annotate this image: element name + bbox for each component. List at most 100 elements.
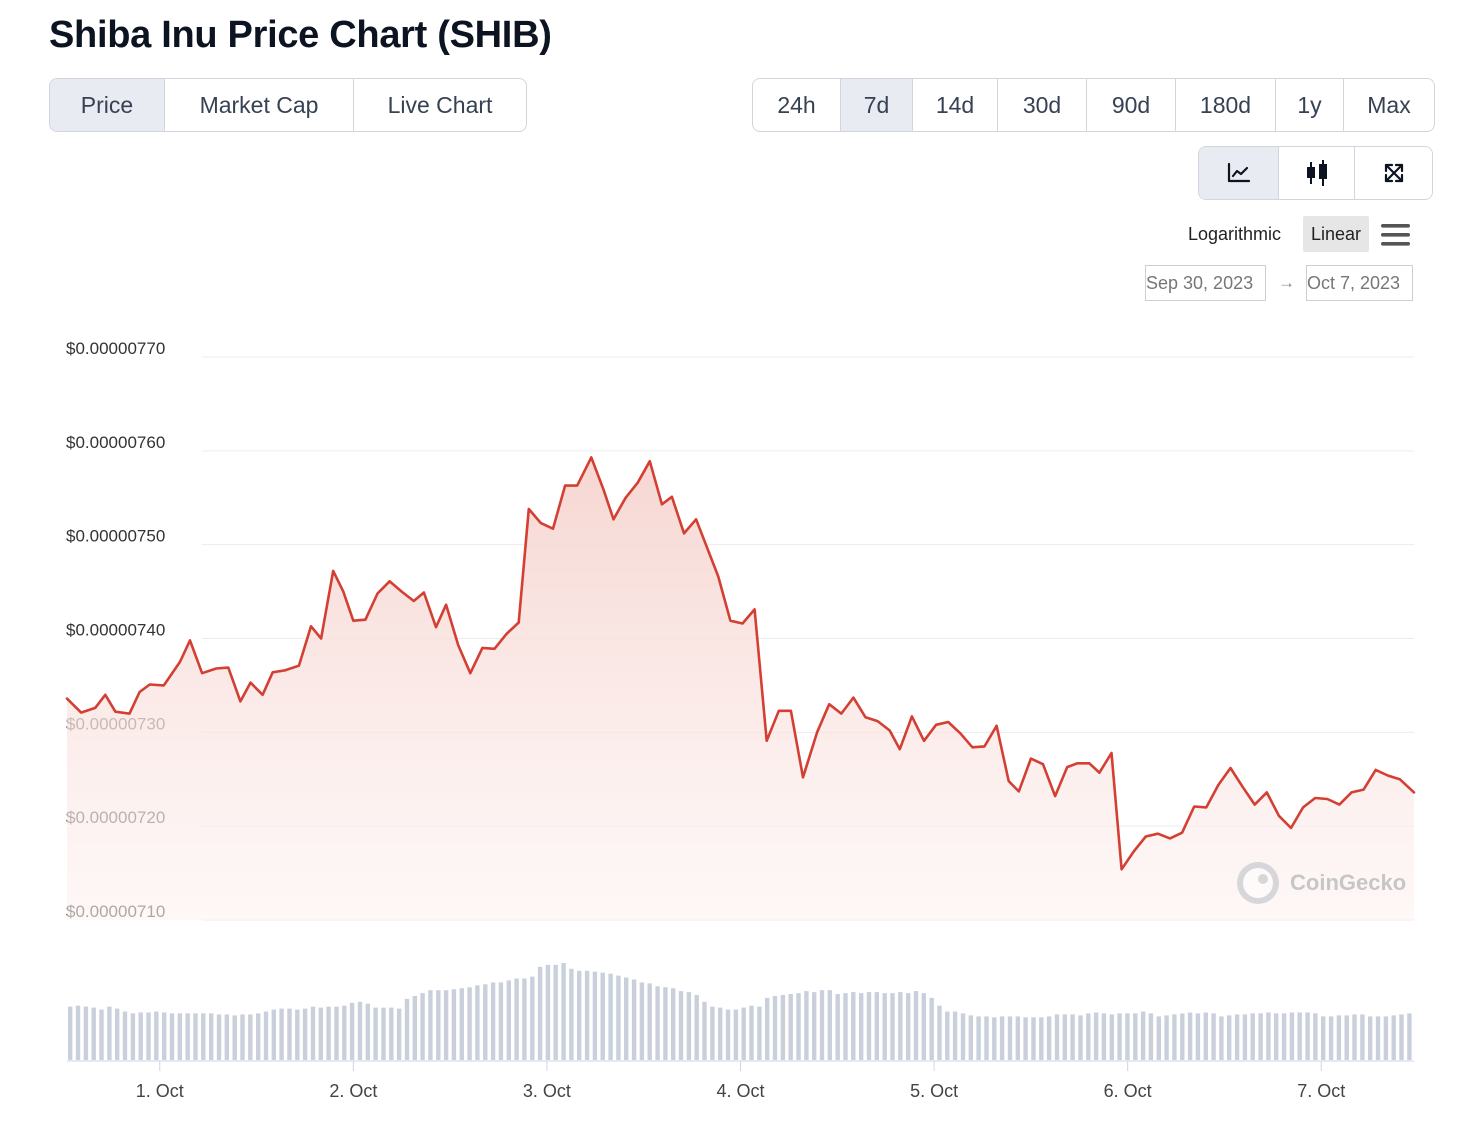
volume-bar bbox=[702, 1001, 707, 1060]
range-30d-button[interactable]: 30d bbox=[997, 79, 1086, 131]
volume-bar bbox=[694, 995, 699, 1060]
volume-bar bbox=[185, 1013, 190, 1060]
tab-market-cap[interactable]: Market Cap bbox=[164, 79, 353, 131]
fullscreen-button[interactable] bbox=[1354, 147, 1432, 199]
range-90d-button[interactable]: 90d bbox=[1086, 79, 1175, 131]
volume-bar bbox=[420, 993, 425, 1060]
volume-bar bbox=[83, 1006, 89, 1060]
volume-bar bbox=[663, 987, 668, 1061]
volume-bar bbox=[984, 1016, 989, 1060]
volume-bar bbox=[1219, 1016, 1224, 1060]
volume-bar bbox=[968, 1015, 973, 1060]
volume-bar bbox=[1321, 1016, 1326, 1060]
volume-bar bbox=[976, 1016, 981, 1060]
range-7d-button[interactable]: 7d bbox=[840, 79, 912, 131]
volume-bar bbox=[146, 1012, 151, 1060]
volume-bar bbox=[921, 993, 926, 1060]
range-max-button[interactable]: Max bbox=[1343, 79, 1434, 131]
volume-bar bbox=[107, 1006, 112, 1060]
volume-bar bbox=[467, 987, 472, 1061]
volume-bar bbox=[671, 988, 676, 1060]
volume-bar bbox=[1399, 1014, 1404, 1060]
volume-bar bbox=[381, 1007, 386, 1060]
volume-bar bbox=[349, 1002, 355, 1060]
volume-bar bbox=[209, 1013, 214, 1060]
volume-bar bbox=[624, 977, 629, 1060]
x-tick-label: 4. Oct bbox=[716, 1081, 764, 1101]
volume-bar bbox=[1054, 1014, 1060, 1060]
volume-bar bbox=[443, 990, 449, 1060]
volume-bars bbox=[68, 963, 1412, 1061]
volume-bar bbox=[122, 1011, 128, 1060]
scale-logarithmic-button[interactable]: Logarithmic bbox=[1188, 223, 1282, 244]
range-180d-button[interactable]: 180d bbox=[1175, 79, 1275, 131]
volume-bar bbox=[279, 1008, 284, 1060]
volume-bar bbox=[154, 1011, 159, 1060]
volume-bar bbox=[1023, 1017, 1028, 1060]
volume-bar bbox=[992, 1017, 997, 1060]
volume-bar bbox=[1383, 1016, 1389, 1060]
volume-bar bbox=[1407, 1013, 1412, 1060]
volume-bar bbox=[1391, 1015, 1396, 1060]
x-tick-label: 1. Oct bbox=[136, 1081, 184, 1101]
volume-bar bbox=[1281, 1013, 1287, 1060]
range-selector: 24h 7d 14d 30d 90d 180d 1y Max bbox=[752, 78, 1435, 132]
volume-bar bbox=[373, 1007, 378, 1060]
volume-bar bbox=[647, 983, 652, 1060]
volume-bar bbox=[216, 1014, 222, 1060]
volume-bar bbox=[718, 1007, 723, 1060]
menu-icon[interactable] bbox=[1380, 222, 1412, 248]
volume-bar bbox=[75, 1005, 81, 1060]
volume-bar bbox=[459, 988, 464, 1060]
volume-bar bbox=[561, 963, 566, 1060]
page-title: Shiba Inu Price Chart (SHIB) bbox=[49, 14, 552, 56]
volume-bar bbox=[569, 968, 574, 1060]
volume-bar bbox=[506, 980, 511, 1060]
volume-bar bbox=[522, 978, 527, 1060]
volume-bar bbox=[882, 993, 887, 1060]
volume-bar bbox=[608, 973, 613, 1060]
date-from-input[interactable] bbox=[1145, 265, 1266, 301]
volume-bar bbox=[1070, 1014, 1075, 1060]
volume-bar bbox=[162, 1012, 167, 1060]
volume-bar bbox=[1305, 1012, 1310, 1060]
volume-bar bbox=[404, 998, 410, 1060]
volume-bar bbox=[334, 1006, 339, 1060]
volume-bar bbox=[263, 1011, 269, 1060]
volume-bar bbox=[804, 991, 809, 1060]
range-1y-button[interactable]: 1y bbox=[1275, 79, 1343, 131]
coingecko-watermark: CoinGecko bbox=[1237, 862, 1406, 904]
volume-bar bbox=[232, 1015, 237, 1060]
tab-live-chart[interactable]: Live Chart bbox=[353, 79, 526, 131]
volume-bar bbox=[851, 992, 856, 1060]
volume-bar bbox=[1242, 1014, 1248, 1060]
volume-bar bbox=[514, 978, 519, 1060]
date-to-input[interactable] bbox=[1306, 265, 1413, 301]
volume-bar bbox=[302, 1008, 308, 1060]
tab-price[interactable]: Price bbox=[50, 79, 164, 131]
volume-bar bbox=[1375, 1016, 1381, 1060]
scale-linear-button[interactable]: Linear bbox=[1303, 216, 1369, 252]
volume-bar bbox=[1140, 1011, 1146, 1060]
volume-bar bbox=[1125, 1013, 1130, 1060]
line-chart-button[interactable] bbox=[1199, 147, 1278, 199]
range-24h-button[interactable]: 24h bbox=[777, 91, 816, 118]
volume-bar bbox=[201, 1013, 206, 1060]
volume-bar bbox=[1211, 1013, 1216, 1060]
volume-bar bbox=[1078, 1015, 1083, 1060]
volume-bar bbox=[498, 982, 504, 1060]
volume-bar bbox=[91, 1007, 96, 1060]
volume-bar bbox=[780, 995, 786, 1060]
volume-bar bbox=[357, 1001, 363, 1060]
volume-bar bbox=[639, 982, 645, 1060]
volume-bar bbox=[240, 1014, 245, 1060]
volume-bar bbox=[710, 1006, 715, 1060]
volume-bar bbox=[843, 993, 848, 1060]
range-14d-button[interactable]: 14d bbox=[912, 79, 997, 131]
candlestick-button[interactable] bbox=[1278, 147, 1354, 199]
volume-bar bbox=[483, 984, 488, 1060]
volume-bar bbox=[224, 1014, 229, 1060]
volume-bar bbox=[1234, 1014, 1240, 1060]
volume-bar bbox=[1227, 1015, 1232, 1060]
